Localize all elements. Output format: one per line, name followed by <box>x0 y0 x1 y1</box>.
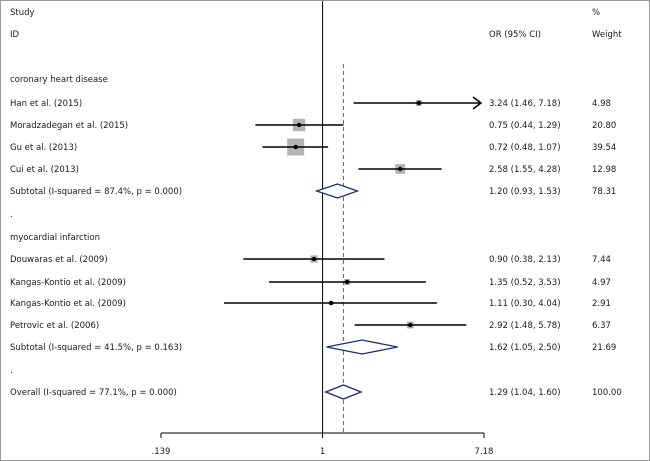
header-weight-label: Weight <box>592 30 622 40</box>
study-ci-text: 2.58 (1.55, 4.28) <box>489 165 561 175</box>
study-label: Gu et al. (2013) <box>10 143 77 153</box>
subgroup-heading: myocardial infarction <box>10 233 100 243</box>
header-id-label: ID <box>10 30 20 40</box>
point-estimate-dot <box>408 322 413 328</box>
study-ci-text: 0.72 (0.48, 1.07) <box>489 143 561 153</box>
study-weight-text: 20.80 <box>592 121 616 131</box>
x-axis-tick-label: 1 <box>320 447 325 457</box>
header-or-label: OR (95% CI) <box>489 30 541 40</box>
subtotal-weight-text: 78.31 <box>592 187 616 197</box>
study-weight-text: 39.54 <box>592 143 616 153</box>
subtotal-weight-text: 21.69 <box>592 343 616 353</box>
study-weight-text: 7.44 <box>592 255 611 265</box>
subgroup-heading: coronary heart disease <box>10 75 108 85</box>
point-estimate-dot <box>397 166 403 172</box>
point-estimate-dot <box>311 256 317 262</box>
point-estimate-dot <box>293 144 298 150</box>
study-ci-text: 3.24 (1.46, 7.18) <box>489 99 561 109</box>
truncated-ci-arrow <box>472 96 483 110</box>
study-ci-text: 0.75 (0.44, 1.29) <box>489 121 561 131</box>
study-ci-text: 1.35 (0.52, 3.53) <box>489 278 561 288</box>
x-axis-tick-label: 7.18 <box>475 447 494 457</box>
point-estimate-dot <box>344 279 350 285</box>
study-ci-text: 2.92 (1.48, 5.78) <box>489 321 561 331</box>
study-label: Han et al. (2015) <box>10 99 82 109</box>
overall-ci-text: 1.29 (1.04, 1.60) <box>489 388 561 398</box>
header-percent-label: % <box>592 8 600 18</box>
study-weight-text: 4.98 <box>592 99 611 109</box>
subtotal-ci-text: 1.20 (0.93, 1.53) <box>489 187 561 197</box>
subtotal-diamond <box>326 339 398 355</box>
study-weight-text: 4.97 <box>592 278 611 288</box>
subtotal-label: Subtotal (I-squared = 41.5%, p = 0.163) <box>10 343 182 353</box>
study-ci-text: 0.90 (0.38, 2.13) <box>489 255 561 265</box>
study-label: Kangas-Kontio et al. (2009) <box>10 278 126 288</box>
point-estimate-dot <box>328 300 334 306</box>
overall-weight-text: 100.00 <box>592 388 622 398</box>
study-label: Cui et al. (2013) <box>10 165 79 175</box>
overall-diamond <box>324 384 363 400</box>
study-label: Petrovic et al. (2006) <box>10 321 99 331</box>
x-axis-tick-label: .139 <box>152 447 171 457</box>
study-ci-text: 1.11 (0.30, 4.04) <box>489 299 561 309</box>
study-label: Kangas-Kontio et al. (2009) <box>10 299 126 309</box>
point-estimate-dot <box>416 100 422 106</box>
study-label: Moradzadegan et al. (2015) <box>10 121 128 131</box>
subtotal-label: Subtotal (I-squared = 87.4%, p = 0.000) <box>10 187 182 197</box>
overall-label: Overall (I-squared = 77.1%, p = 0.000) <box>10 388 177 398</box>
header-study-label: Study <box>10 8 35 18</box>
point-estimate-dot <box>296 122 302 128</box>
row-separator: . <box>10 366 13 376</box>
study-weight-text: 6.37 <box>592 321 611 331</box>
study-label: Douwaras et al. (2009) <box>10 255 108 265</box>
study-weight-text: 12.98 <box>592 165 616 175</box>
subtotal-diamond <box>314 183 360 199</box>
study-weight-text: 2.91 <box>592 299 611 309</box>
subtotal-ci-text: 1.62 (1.05, 2.50) <box>489 343 561 353</box>
row-separator: . <box>10 210 13 220</box>
